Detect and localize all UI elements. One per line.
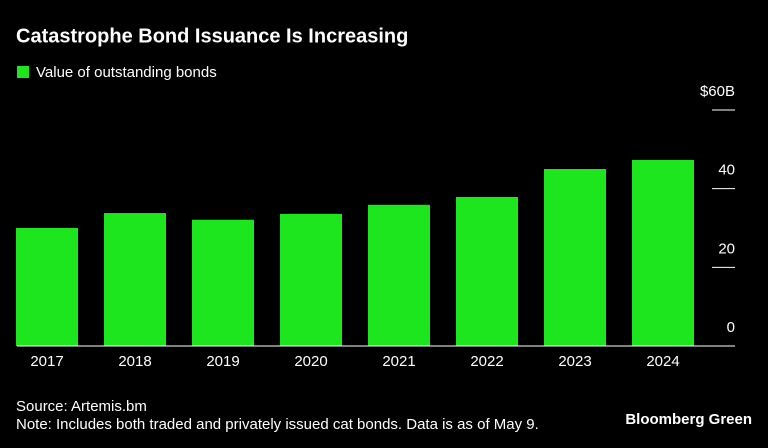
legend-label: Value of outstanding bonds — [36, 64, 217, 81]
bar — [280, 213, 342, 346]
x-tick-label: 2022 — [470, 353, 503, 370]
y-tick-label: 40 — [718, 162, 735, 179]
x-tick-label: 2024 — [646, 353, 679, 370]
x-tick-label: 2020 — [294, 353, 327, 370]
bar — [544, 169, 606, 346]
brand: Bloomberg Green — [625, 411, 752, 428]
x-tick-label: 2023 — [558, 353, 591, 370]
bar — [16, 228, 78, 346]
bar — [104, 213, 166, 346]
y-tick-label: $60B — [700, 83, 735, 100]
bar — [456, 196, 518, 346]
chart-title: Catastrophe Bond Issuance Is Increasing — [16, 25, 408, 47]
note: Note: Includes both traded and privately… — [16, 416, 539, 433]
y-tick-label: 0 — [727, 319, 735, 336]
bar — [632, 159, 694, 346]
x-tick-label: 2018 — [118, 353, 151, 370]
bar — [368, 204, 430, 346]
legend-swatch — [17, 66, 29, 78]
x-tick-label: 2017 — [30, 353, 63, 370]
bar — [192, 219, 254, 346]
y-tick-label: 20 — [718, 240, 735, 257]
x-tick-label: 2019 — [206, 353, 239, 370]
x-tick-label: 2021 — [382, 353, 415, 370]
source: Source: Artemis.bm — [16, 398, 147, 415]
